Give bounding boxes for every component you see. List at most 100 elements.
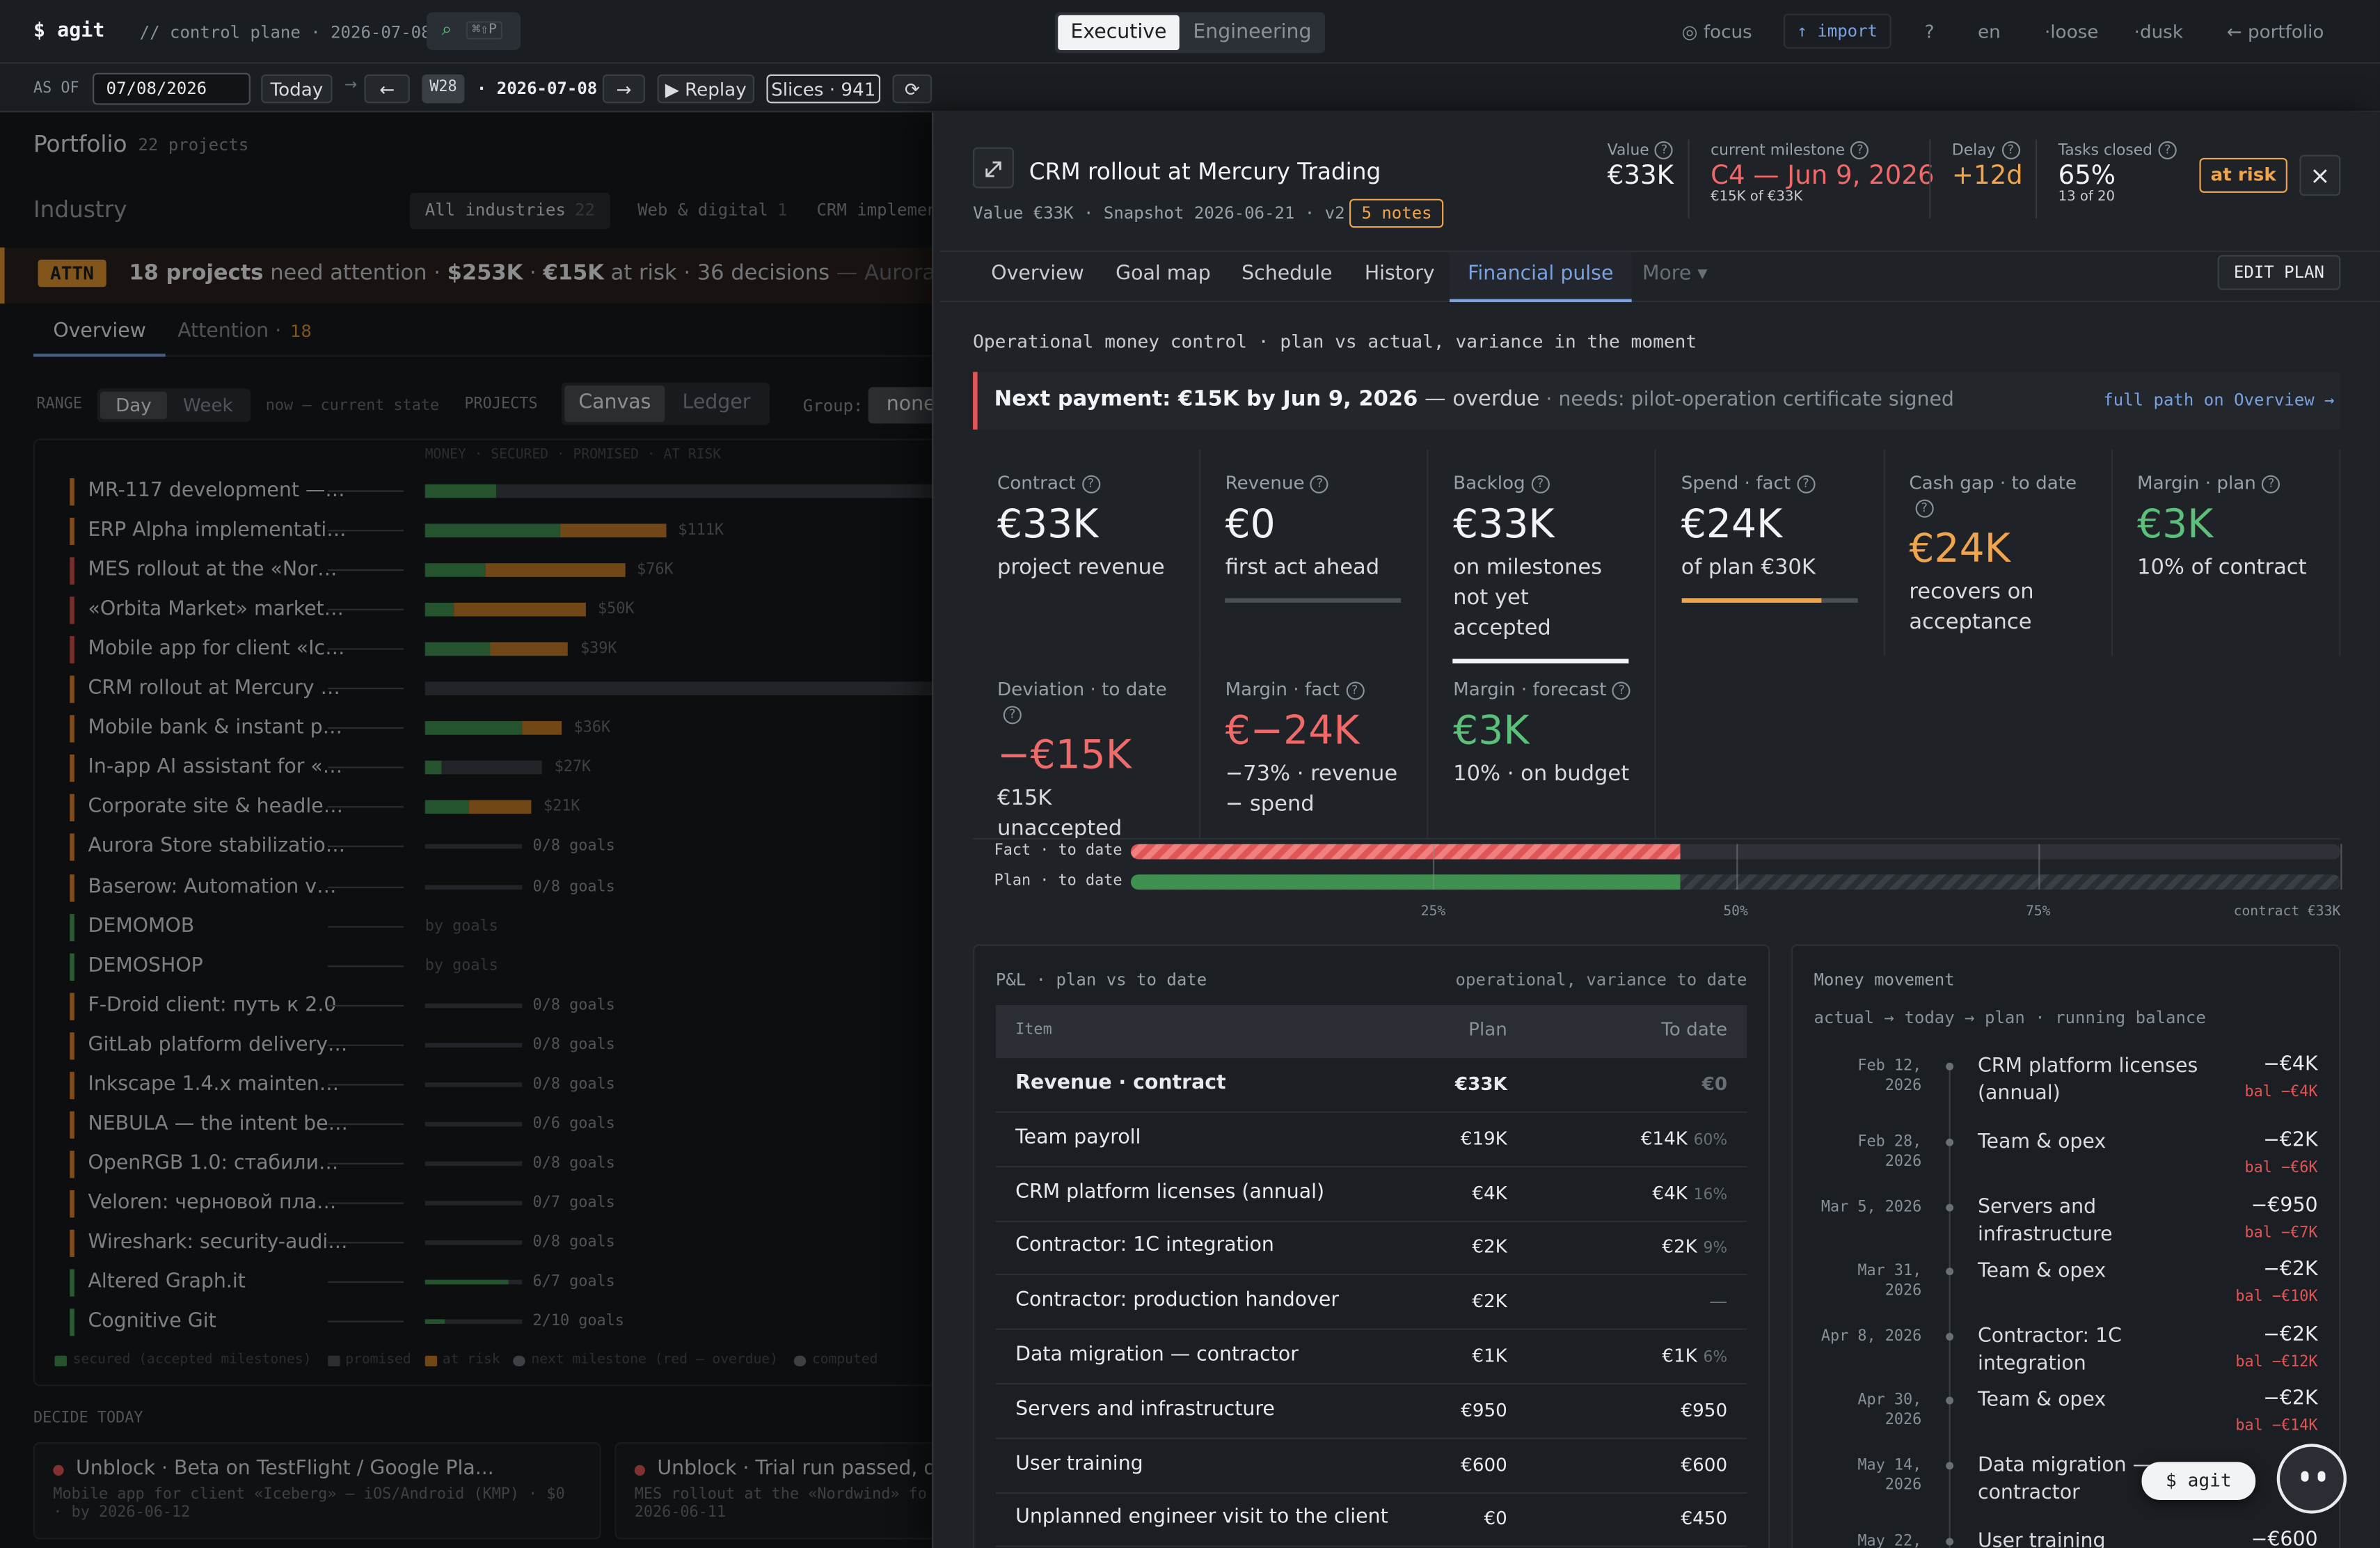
industry-chip[interactable]: Web & digital 1 bbox=[622, 193, 802, 229]
project-name[interactable]: Corporate site & headle… bbox=[88, 796, 344, 819]
decide-item-title: Unblock · Trial run passed, qu bbox=[657, 1457, 933, 1480]
expand-button[interactable] bbox=[973, 147, 1014, 189]
drawer-tab[interactable]: Schedule bbox=[1241, 262, 1333, 286]
project-name[interactable]: Mobile app for client «Ic… bbox=[88, 638, 345, 661]
project-name[interactable]: MES rollout at the «Nor… bbox=[88, 558, 338, 582]
project-stripe bbox=[70, 913, 74, 941]
prev-button[interactable]: ← bbox=[364, 74, 410, 104]
range-label: RANGE bbox=[36, 396, 83, 413]
chip-count: 22 bbox=[575, 200, 595, 221]
project-name[interactable]: Wireshark: security-audi… bbox=[88, 1231, 348, 1254]
project-name[interactable]: NEBULA — the intent be… bbox=[88, 1112, 348, 1136]
movement-amount: −€2K bbox=[2263, 1258, 2318, 1281]
slices-button[interactable]: Slices · 941 bbox=[766, 74, 881, 104]
project-name[interactable]: MR-117 development —… bbox=[88, 480, 345, 503]
project-name[interactable]: Inkscape 1.4.x mainten… bbox=[88, 1073, 340, 1096]
tab[interactable]: Attention · 18 bbox=[159, 316, 330, 348]
kpi-value: +12d bbox=[1951, 161, 2023, 191]
assistant-chip[interactable]: $ agit bbox=[2141, 1462, 2256, 1500]
pnl-item: CRM platform licenses (annual) bbox=[1015, 1180, 1325, 1203]
pnl-plan: €1K bbox=[1472, 1345, 1507, 1367]
money-bar-secured bbox=[425, 721, 523, 736]
range-opt[interactable]: Week bbox=[182, 395, 233, 416]
header-link[interactable]: en bbox=[1977, 21, 2001, 43]
header-link[interactable]: ↑ import bbox=[1783, 13, 1891, 49]
notes-badge[interactable]: 5 notes bbox=[1349, 198, 1445, 228]
project-name[interactable]: Cognitive Git bbox=[88, 1310, 216, 1334]
drawer-tab[interactable]: More ▾ bbox=[1642, 262, 1708, 286]
drawer-tab[interactable]: Goal map bbox=[1116, 262, 1211, 286]
drawer-tab[interactable]: Overview bbox=[991, 262, 1084, 286]
project-name[interactable]: In-app AI assistant for «… bbox=[88, 756, 343, 780]
project-stripe bbox=[70, 517, 74, 546]
header-link[interactable]: ? bbox=[1924, 21, 1935, 43]
card-label: Cash gap · to date? bbox=[1909, 471, 2086, 519]
project-name[interactable]: Aurora Store stabilizatio… bbox=[88, 835, 346, 859]
money-bar-secured bbox=[425, 761, 443, 775]
project-name[interactable]: OpenRGB 1.0: стабили… bbox=[88, 1152, 339, 1175]
group-select[interactable]: none bbox=[868, 387, 933, 424]
metric-card: Contract? €33K project revenue bbox=[973, 449, 1201, 656]
edit-plan-button[interactable]: EDIT PLAN bbox=[2217, 255, 2341, 290]
view-engineering[interactable]: Engineering bbox=[1193, 21, 1312, 45]
project-name[interactable]: CRM rollout at Mercury … bbox=[88, 677, 340, 701]
title: Portfolio bbox=[33, 130, 127, 158]
project-name[interactable]: «Orbita Market» market… bbox=[88, 598, 344, 622]
replay-button[interactable]: ▶ Replay bbox=[657, 74, 755, 104]
goal-label: 0/8 goals bbox=[532, 878, 615, 895]
header-link[interactable]: ← portfolio bbox=[2226, 21, 2324, 43]
project-name[interactable]: Mobile bank & instant p… bbox=[88, 717, 343, 740]
date-input[interactable]: 07/08/2026 bbox=[93, 72, 251, 105]
project-name[interactable]: GitLab platform delivery… bbox=[88, 1033, 348, 1057]
attention-banner: ATTN 18 projects need attention · $253K ·… bbox=[0, 247, 933, 304]
assistant-face[interactable] bbox=[2276, 1444, 2347, 1514]
industry-label: Industry bbox=[33, 196, 127, 223]
industry-chip[interactable]: All industries 22 bbox=[409, 193, 610, 230]
eye bbox=[2317, 1471, 2326, 1482]
legend-swatch bbox=[327, 1355, 340, 1367]
close-button[interactable]: × bbox=[2299, 155, 2341, 196]
project-name[interactable]: ERP Alpha implementati… bbox=[88, 519, 347, 542]
help-icon: ? bbox=[1655, 141, 1674, 160]
project-name[interactable]: Veloren: черновой пла… bbox=[88, 1191, 337, 1215]
project-name[interactable]: F-Droid client: путь к 2.0 bbox=[88, 993, 337, 1017]
drawer-tab[interactable]: Financial pulse bbox=[1449, 252, 1632, 303]
decide-card[interactable]: Unblock · Trial run passed, qu MES rollou… bbox=[614, 1442, 933, 1540]
week-button[interactable]: W28 bbox=[422, 74, 465, 104]
industry-chip[interactable]: CRM implementa bbox=[802, 193, 932, 229]
card-note: of plan €30K bbox=[1681, 555, 1816, 580]
goal-label: 6/7 goals bbox=[532, 1273, 615, 1290]
payment-link[interactable]: full path on Overview → bbox=[2103, 390, 2335, 410]
timeline bbox=[1949, 1062, 1951, 1548]
project-name[interactable]: Altered Graph.it bbox=[88, 1270, 246, 1294]
view-opt[interactable]: Ledger bbox=[682, 391, 751, 415]
sparkline bbox=[328, 608, 404, 611]
goal-track bbox=[425, 1042, 523, 1048]
pnl-actual-value: — bbox=[1708, 1290, 1728, 1312]
project-name[interactable]: DEMOSHOP bbox=[88, 954, 203, 977]
project-name[interactable]: Baserow: Automation v… bbox=[88, 875, 337, 899]
pnl-plan: €2K bbox=[1472, 1290, 1507, 1312]
sparkline bbox=[328, 885, 404, 887]
pnl-share: 60% bbox=[1693, 1132, 1728, 1149]
header-link[interactable]: ◎ focus bbox=[1681, 21, 1752, 43]
drawer-tab[interactable]: History bbox=[1364, 262, 1435, 286]
kpi-separator bbox=[1688, 139, 1690, 219]
header-link[interactable]: ·loose bbox=[2044, 21, 2099, 43]
today-button[interactable]: Today bbox=[261, 74, 333, 104]
goal-label: by goals bbox=[425, 957, 498, 974]
project-name[interactable]: DEMOMOB bbox=[88, 915, 195, 938]
next-button[interactable]: → bbox=[602, 74, 645, 104]
pnl-col: Item bbox=[1015, 1021, 1052, 1038]
decide-card[interactable]: Unblock · Beta on TestFlight / Google Pl… bbox=[33, 1442, 601, 1540]
tab[interactable]: Overview bbox=[33, 316, 166, 357]
view-opt[interactable]: Canvas bbox=[564, 386, 665, 422]
search-button[interactable]: ⌕ ⌘⇧P bbox=[426, 12, 521, 50]
movement-item: Team & opex bbox=[1977, 1389, 2107, 1412]
view-executive[interactable]: Executive bbox=[1058, 15, 1180, 50]
range-opt[interactable]: Day bbox=[100, 391, 167, 419]
progress-label: Fact · to date bbox=[994, 842, 1122, 860]
refresh-button[interactable]: ⟳ bbox=[892, 74, 933, 104]
header-link[interactable]: ·dusk bbox=[2134, 21, 2183, 43]
pnl-plan: €33K bbox=[1454, 1073, 1507, 1095]
